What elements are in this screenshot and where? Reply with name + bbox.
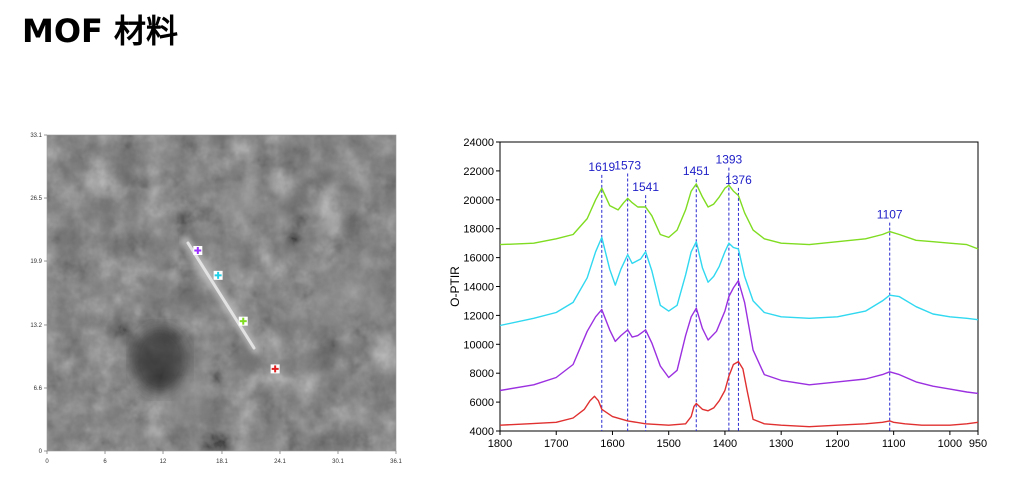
image-x-tick-label: 18.1 xyxy=(216,459,228,465)
image-y-tick-label: 0 xyxy=(39,449,43,455)
image-x-tick-label: 0 xyxy=(45,459,49,465)
image-axes: 0 6 12 18.1 24.1 30.1 36.1 0 6.6 13.2 19.9 26.5 33.1 xyxy=(30,133,402,465)
x-tick-label: 1500 xyxy=(656,438,680,450)
image-y-tick-label: 33.1 xyxy=(30,133,42,139)
y-tick-label: 20000 xyxy=(463,195,494,207)
y-tick-label: 4000 xyxy=(470,426,494,438)
x-tick-label: 1600 xyxy=(600,438,624,450)
image-x-tick-label: 36.1 xyxy=(390,459,402,465)
spectrum-axes: 4000 6000 8000 10000 12000 14000 16000 18000 200… xyxy=(448,137,987,450)
y-tick-label: 16000 xyxy=(463,253,494,265)
page-title: MOF 材料 xyxy=(22,12,179,50)
x-tick-label: 1100 xyxy=(882,438,906,450)
x-tick-label: 1000 xyxy=(938,438,962,450)
plot-border xyxy=(499,141,979,432)
peak-label: 1107 xyxy=(877,208,903,222)
peak-label: 1451 xyxy=(683,164,710,178)
image-x-tick-label: 24.1 xyxy=(274,459,286,465)
x-tick-label: 1400 xyxy=(713,438,737,450)
x-tick-label: 1700 xyxy=(544,438,568,450)
y-tick-label: 6000 xyxy=(470,397,494,409)
y-tick-label: 10000 xyxy=(463,339,494,351)
x-tick-label: 1300 xyxy=(769,438,793,450)
spectrum-line xyxy=(499,280,979,395)
x-tick-label: 1200 xyxy=(825,438,849,450)
y-tick-label: 14000 xyxy=(463,282,494,294)
location-marker[interactable] xyxy=(193,246,203,256)
location-marker[interactable] xyxy=(270,364,280,374)
spectrum-plot-area xyxy=(499,141,979,432)
microscope-image xyxy=(47,135,396,451)
peak-label: 1393 xyxy=(716,153,743,167)
x-tick-label: 950 xyxy=(969,438,987,450)
spectrum-line xyxy=(499,236,979,327)
location-marker[interactable] xyxy=(213,270,223,280)
location-marker[interactable] xyxy=(238,316,248,326)
image-y-tick-label: 26.5 xyxy=(30,196,42,202)
image-frame xyxy=(46,134,397,452)
peak-label: 1376 xyxy=(725,173,752,187)
image-y-tick-label: 6.6 xyxy=(34,386,43,392)
spectrum-line xyxy=(499,360,979,428)
peak-markers: 1619 1573 1541 1451 1393 1376 1107 xyxy=(588,153,903,431)
image-y-tick-label: 13.2 xyxy=(30,323,42,329)
y-axis-label: O-PTIR xyxy=(448,266,462,307)
spectrum-series xyxy=(499,183,979,428)
peak-label: 1541 xyxy=(632,180,659,194)
y-tick-label: 12000 xyxy=(463,310,494,322)
y-tick-label: 8000 xyxy=(470,368,494,380)
x-tick-label: 1800 xyxy=(488,438,512,450)
y-tick-label: 18000 xyxy=(463,224,494,236)
spectrum-line xyxy=(499,183,979,250)
image-y-tick-label: 19.9 xyxy=(30,259,42,265)
y-tick-label: 22000 xyxy=(463,166,494,178)
image-x-tick-label: 6 xyxy=(103,459,107,465)
peak-label: 1619 xyxy=(588,160,615,174)
peak-label: 1573 xyxy=(614,158,641,172)
y-tick-label: 24000 xyxy=(463,137,494,149)
image-markers xyxy=(193,246,280,374)
image-x-tick-label: 12 xyxy=(160,459,167,465)
image-x-tick-label: 30.1 xyxy=(332,459,344,465)
